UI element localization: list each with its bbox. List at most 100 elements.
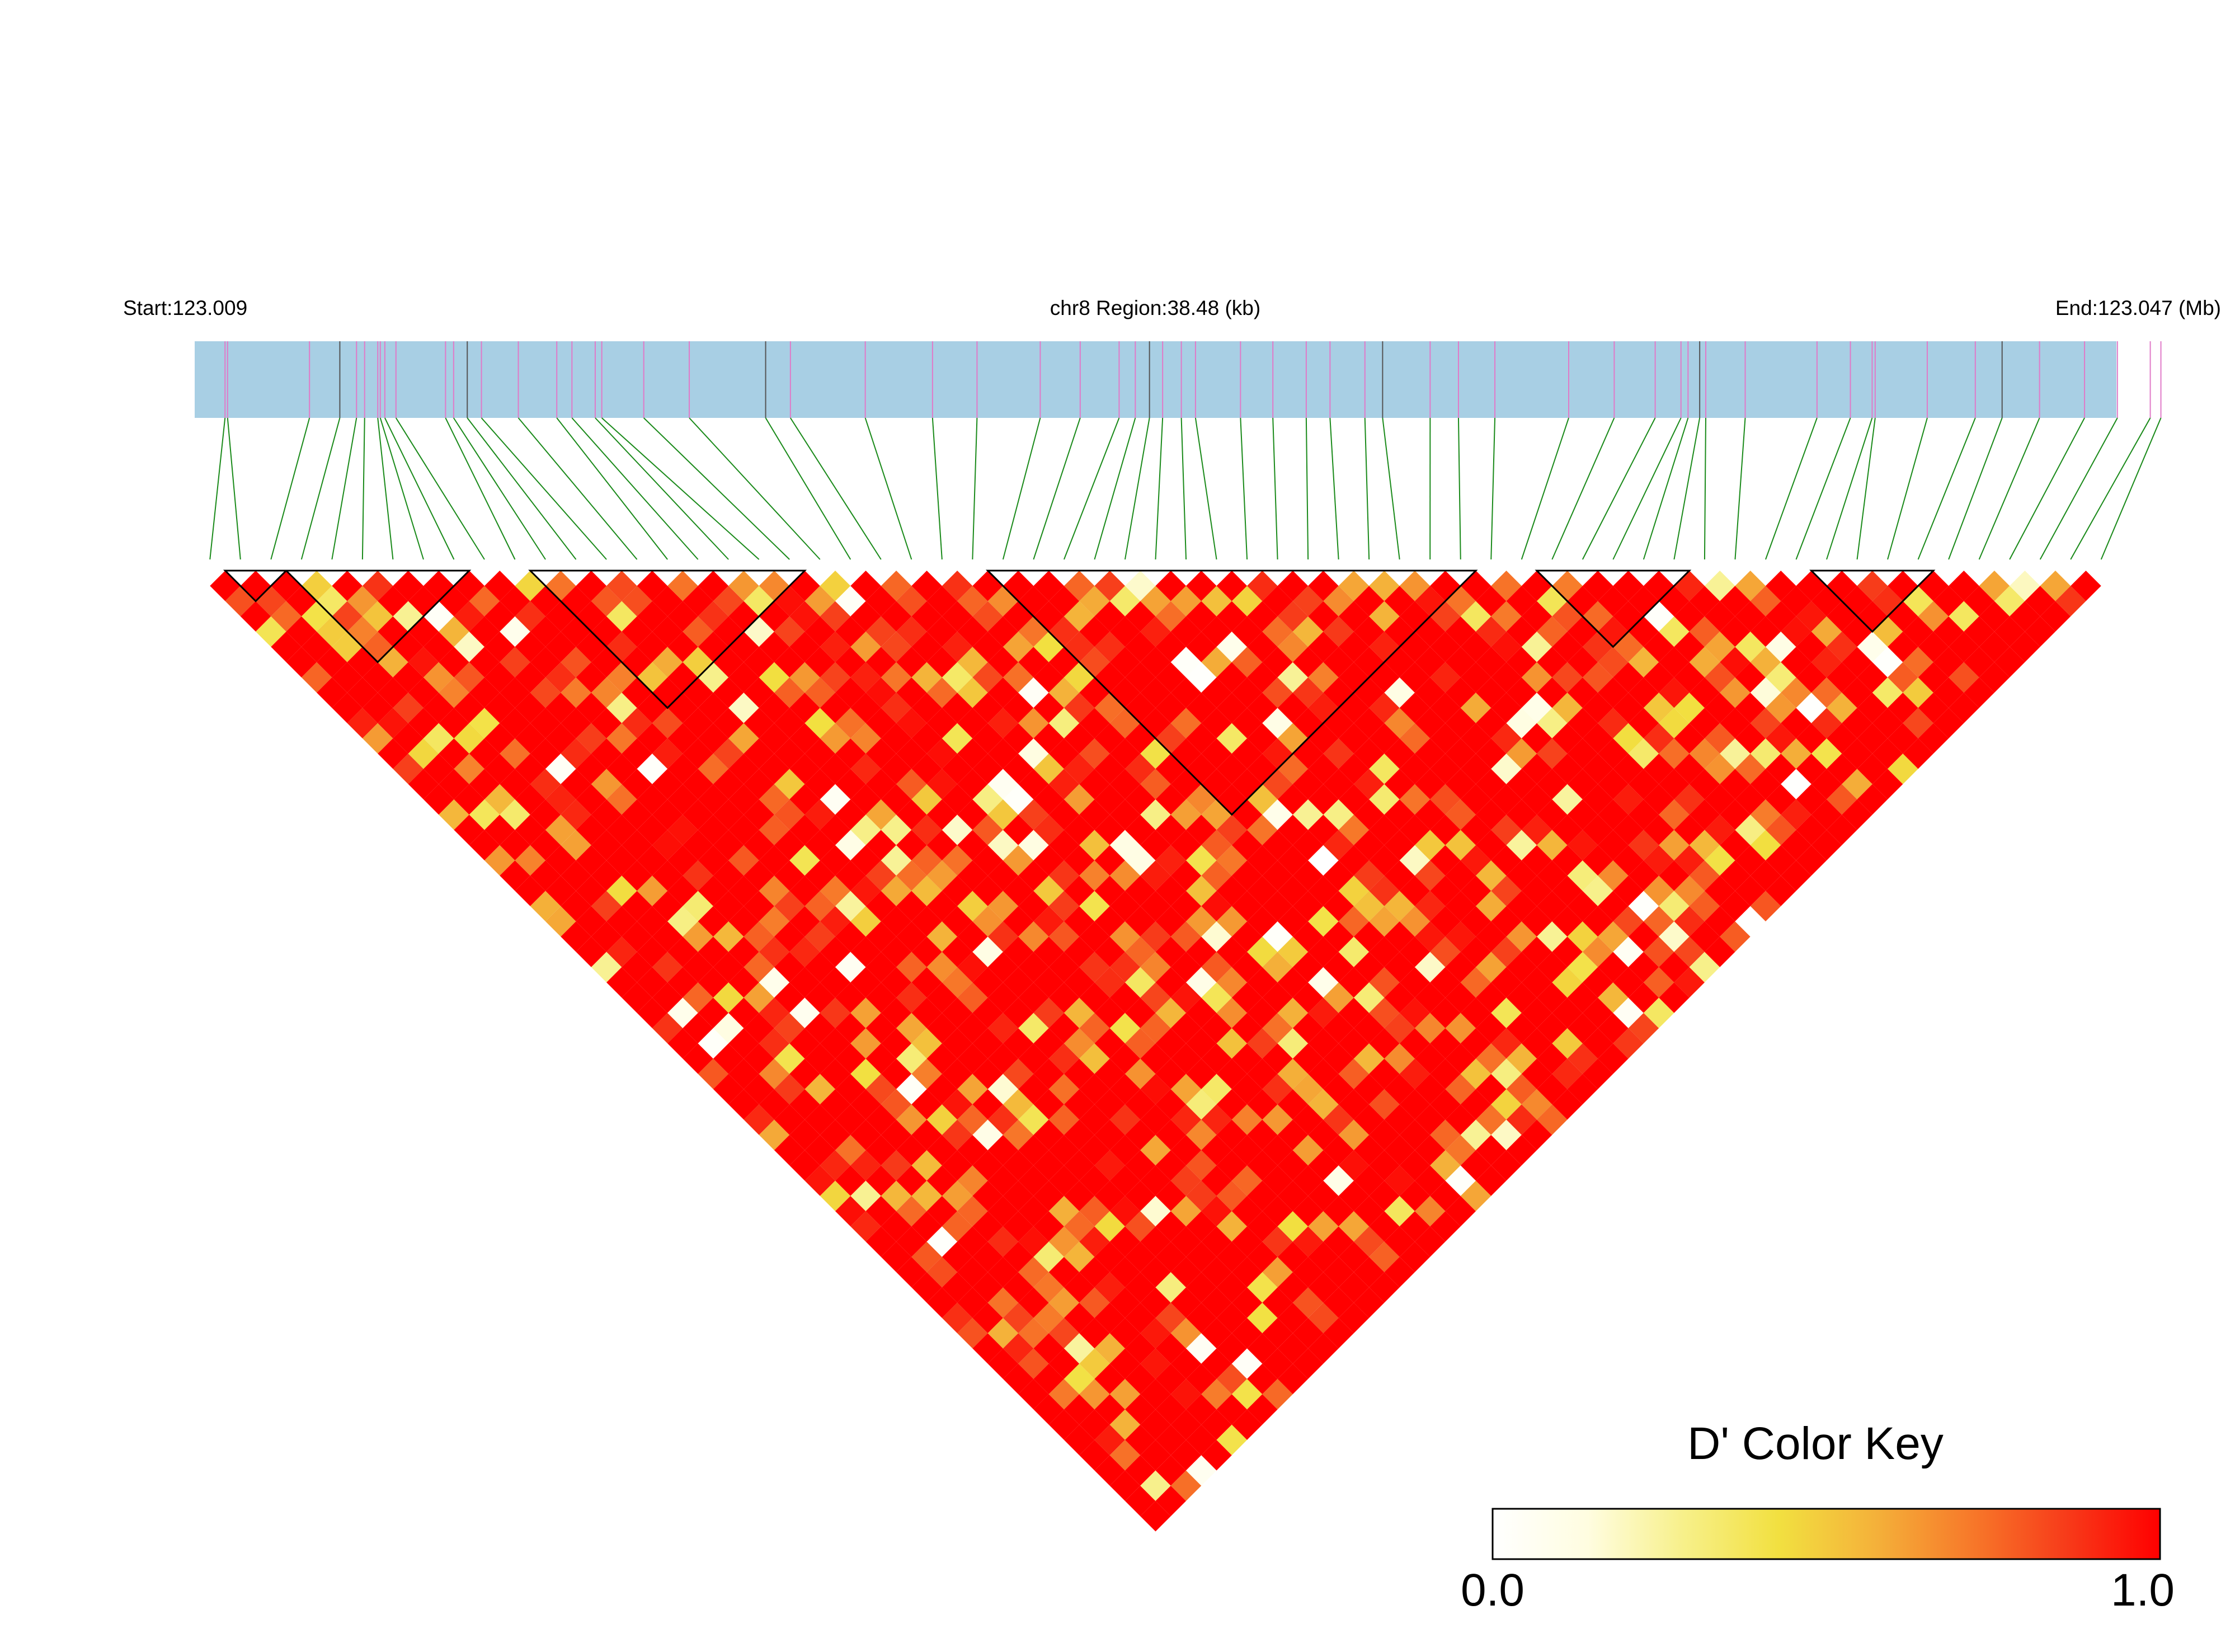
ld-cell — [1170, 1439, 1202, 1471]
ld-cell — [1124, 906, 1156, 937]
ld-cell — [1277, 1058, 1309, 1089]
ld-cell — [926, 799, 958, 830]
ld-cell — [1323, 830, 1354, 860]
ld-cell — [1537, 1074, 1568, 1105]
snp-connector — [1734, 417, 1746, 560]
ld-cell — [1109, 1165, 1141, 1196]
ld-cell — [1124, 1455, 1156, 1486]
ld-cell — [637, 967, 668, 998]
ld-cell — [759, 906, 790, 937]
ld-cell — [1369, 815, 1400, 845]
ld-cell — [926, 769, 958, 799]
ld-cell — [423, 693, 454, 723]
ld-cell — [1399, 1028, 1431, 1059]
ld-cell — [789, 601, 820, 632]
ld-cell — [896, 921, 927, 952]
ld-cell — [1079, 769, 1110, 799]
ld-cell — [1155, 1241, 1187, 1273]
ld-cell — [1476, 769, 1507, 799]
ld-cell — [1476, 1013, 1507, 1044]
ld-cell — [1140, 860, 1171, 891]
ld-cell — [835, 769, 866, 799]
ld-cell — [1216, 662, 1248, 693]
ld-cell — [347, 677, 378, 708]
ld-cell — [1506, 860, 1537, 891]
ld-cell — [545, 693, 576, 723]
ld-cell — [1781, 708, 1811, 738]
ld-cell — [1338, 1058, 1370, 1089]
ld-cell — [1506, 952, 1537, 983]
ld-cell — [1857, 662, 1888, 693]
ld-cell — [1231, 1196, 1263, 1227]
ld-cell — [1613, 571, 1644, 601]
ld-cell — [1155, 601, 1187, 632]
ld-cell — [926, 586, 958, 616]
snp-connector — [227, 417, 241, 560]
ld-cell — [1216, 936, 1248, 967]
snp-connector — [517, 417, 638, 560]
ld-cell — [1277, 1180, 1309, 1211]
ld-cell — [1308, 571, 1339, 601]
ld-cell — [1765, 754, 1796, 784]
ld-cell — [1124, 876, 1156, 906]
ld-cell — [698, 693, 729, 723]
ld-cell — [835, 1074, 866, 1105]
ld-cell — [835, 1196, 866, 1227]
ld-cell — [317, 647, 347, 677]
ld-cell — [1460, 936, 1491, 967]
ld-cell — [1903, 677, 1933, 708]
ld-cell — [896, 738, 927, 769]
ld-cell — [1155, 1333, 1187, 1364]
ld-cell — [1659, 799, 1690, 830]
ld-cell — [1750, 799, 1781, 830]
ld-cell — [698, 906, 729, 937]
ld-cell — [1109, 1013, 1141, 1044]
ld-cell — [1369, 571, 1400, 601]
ld-cell — [378, 616, 408, 647]
ld-cell — [1155, 845, 1187, 876]
ld-cell — [1613, 1028, 1644, 1059]
ld-cell — [1124, 1333, 1156, 1364]
ld-cell — [1216, 997, 1248, 1028]
ld-cell — [1720, 586, 1751, 616]
ld-cell — [1384, 921, 1415, 952]
ld-cell — [896, 769, 927, 799]
ld-cell — [1399, 967, 1431, 998]
ld-cell — [1750, 647, 1781, 677]
ld-cell — [698, 936, 729, 967]
ld-cell — [987, 891, 1019, 922]
ld-cell — [896, 830, 927, 860]
ld-cell — [1201, 1165, 1232, 1196]
ld-cell — [1186, 1150, 1217, 1181]
ld-cell — [896, 1074, 927, 1105]
ld-cell — [1079, 1196, 1110, 1227]
snp-connector — [445, 417, 516, 560]
ld-cell — [1430, 571, 1461, 601]
ld-cell — [1643, 876, 1674, 906]
ld-cell — [1079, 952, 1110, 983]
ld-cell — [1124, 1028, 1156, 1059]
ld-cell — [865, 1043, 897, 1074]
ld-cell — [1537, 1104, 1568, 1135]
ld-cell — [1460, 784, 1491, 815]
ld-cell — [1140, 921, 1171, 952]
ld-cell — [1369, 1241, 1400, 1273]
ld-cell — [1537, 921, 1568, 952]
ld-cell — [606, 906, 637, 937]
ld-cell — [865, 1013, 897, 1044]
ld-cell — [1323, 738, 1354, 769]
ld-cell — [1460, 906, 1491, 937]
ld-cell — [789, 845, 820, 876]
ld-cell — [1369, 754, 1400, 784]
ld-cell — [1124, 1180, 1156, 1211]
ld-cell — [1048, 860, 1080, 891]
ld-cell — [957, 1074, 988, 1105]
ld-cell — [1567, 677, 1598, 708]
ld-cell — [728, 997, 759, 1028]
ld-cell — [1018, 1196, 1049, 1227]
ld-cell — [1430, 632, 1461, 662]
ld-cell — [1720, 830, 1751, 860]
ld-cell — [1521, 876, 1552, 906]
ld-cell — [1949, 632, 1979, 662]
ld-cell — [1140, 616, 1171, 647]
